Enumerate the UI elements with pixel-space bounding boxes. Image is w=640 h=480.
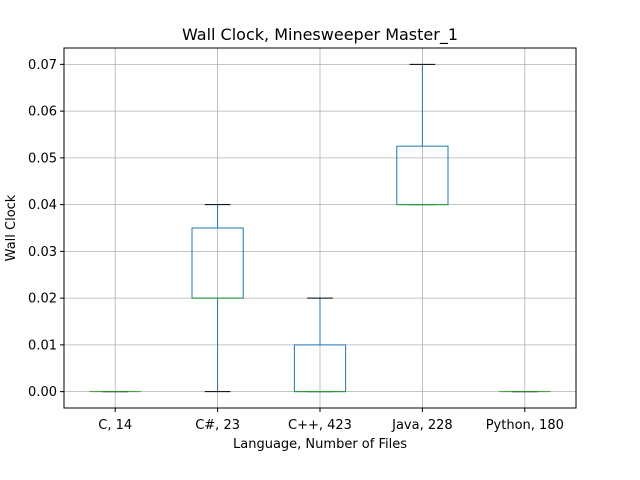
y-tick-label: 0.03	[28, 245, 57, 260]
boxes-layer	[89, 63, 551, 393]
x-tick-label: Java, 228	[391, 418, 453, 433]
y-tick-label: 0.07	[28, 58, 57, 73]
grid-layer	[64, 48, 576, 408]
x-tick-label: C#, 23	[195, 418, 240, 433]
y-tick-label: 0.01	[28, 338, 57, 353]
x-tick-label: C++, 423	[288, 418, 352, 433]
y-tick-label: 0.00	[28, 385, 57, 400]
y-axis-label: Wall Clock	[4, 194, 19, 261]
box-group	[293, 297, 347, 393]
y-axis: 0.00 0.01 0.02 0.03 0.04 0.05 0.06 0.07	[28, 58, 64, 400]
y-tick-label: 0.05	[28, 151, 57, 166]
x-tick-label: Python, 180	[486, 418, 564, 433]
box-group	[396, 63, 449, 206]
y-tick-label: 0.02	[28, 292, 57, 307]
y-tick-label: 0.04	[28, 198, 57, 213]
chart-title: Wall Clock, Minesweeper Master_1	[182, 25, 458, 45]
x-tick-label: C, 14	[98, 418, 132, 433]
x-axis-label: Language, Number of Files	[233, 437, 407, 452]
x-axis: C, 14 C#, 23 C++, 423 Java, 228 Python, 180	[98, 408, 564, 433]
y-tick-label: 0.06	[28, 105, 57, 120]
box-group	[191, 204, 244, 393]
